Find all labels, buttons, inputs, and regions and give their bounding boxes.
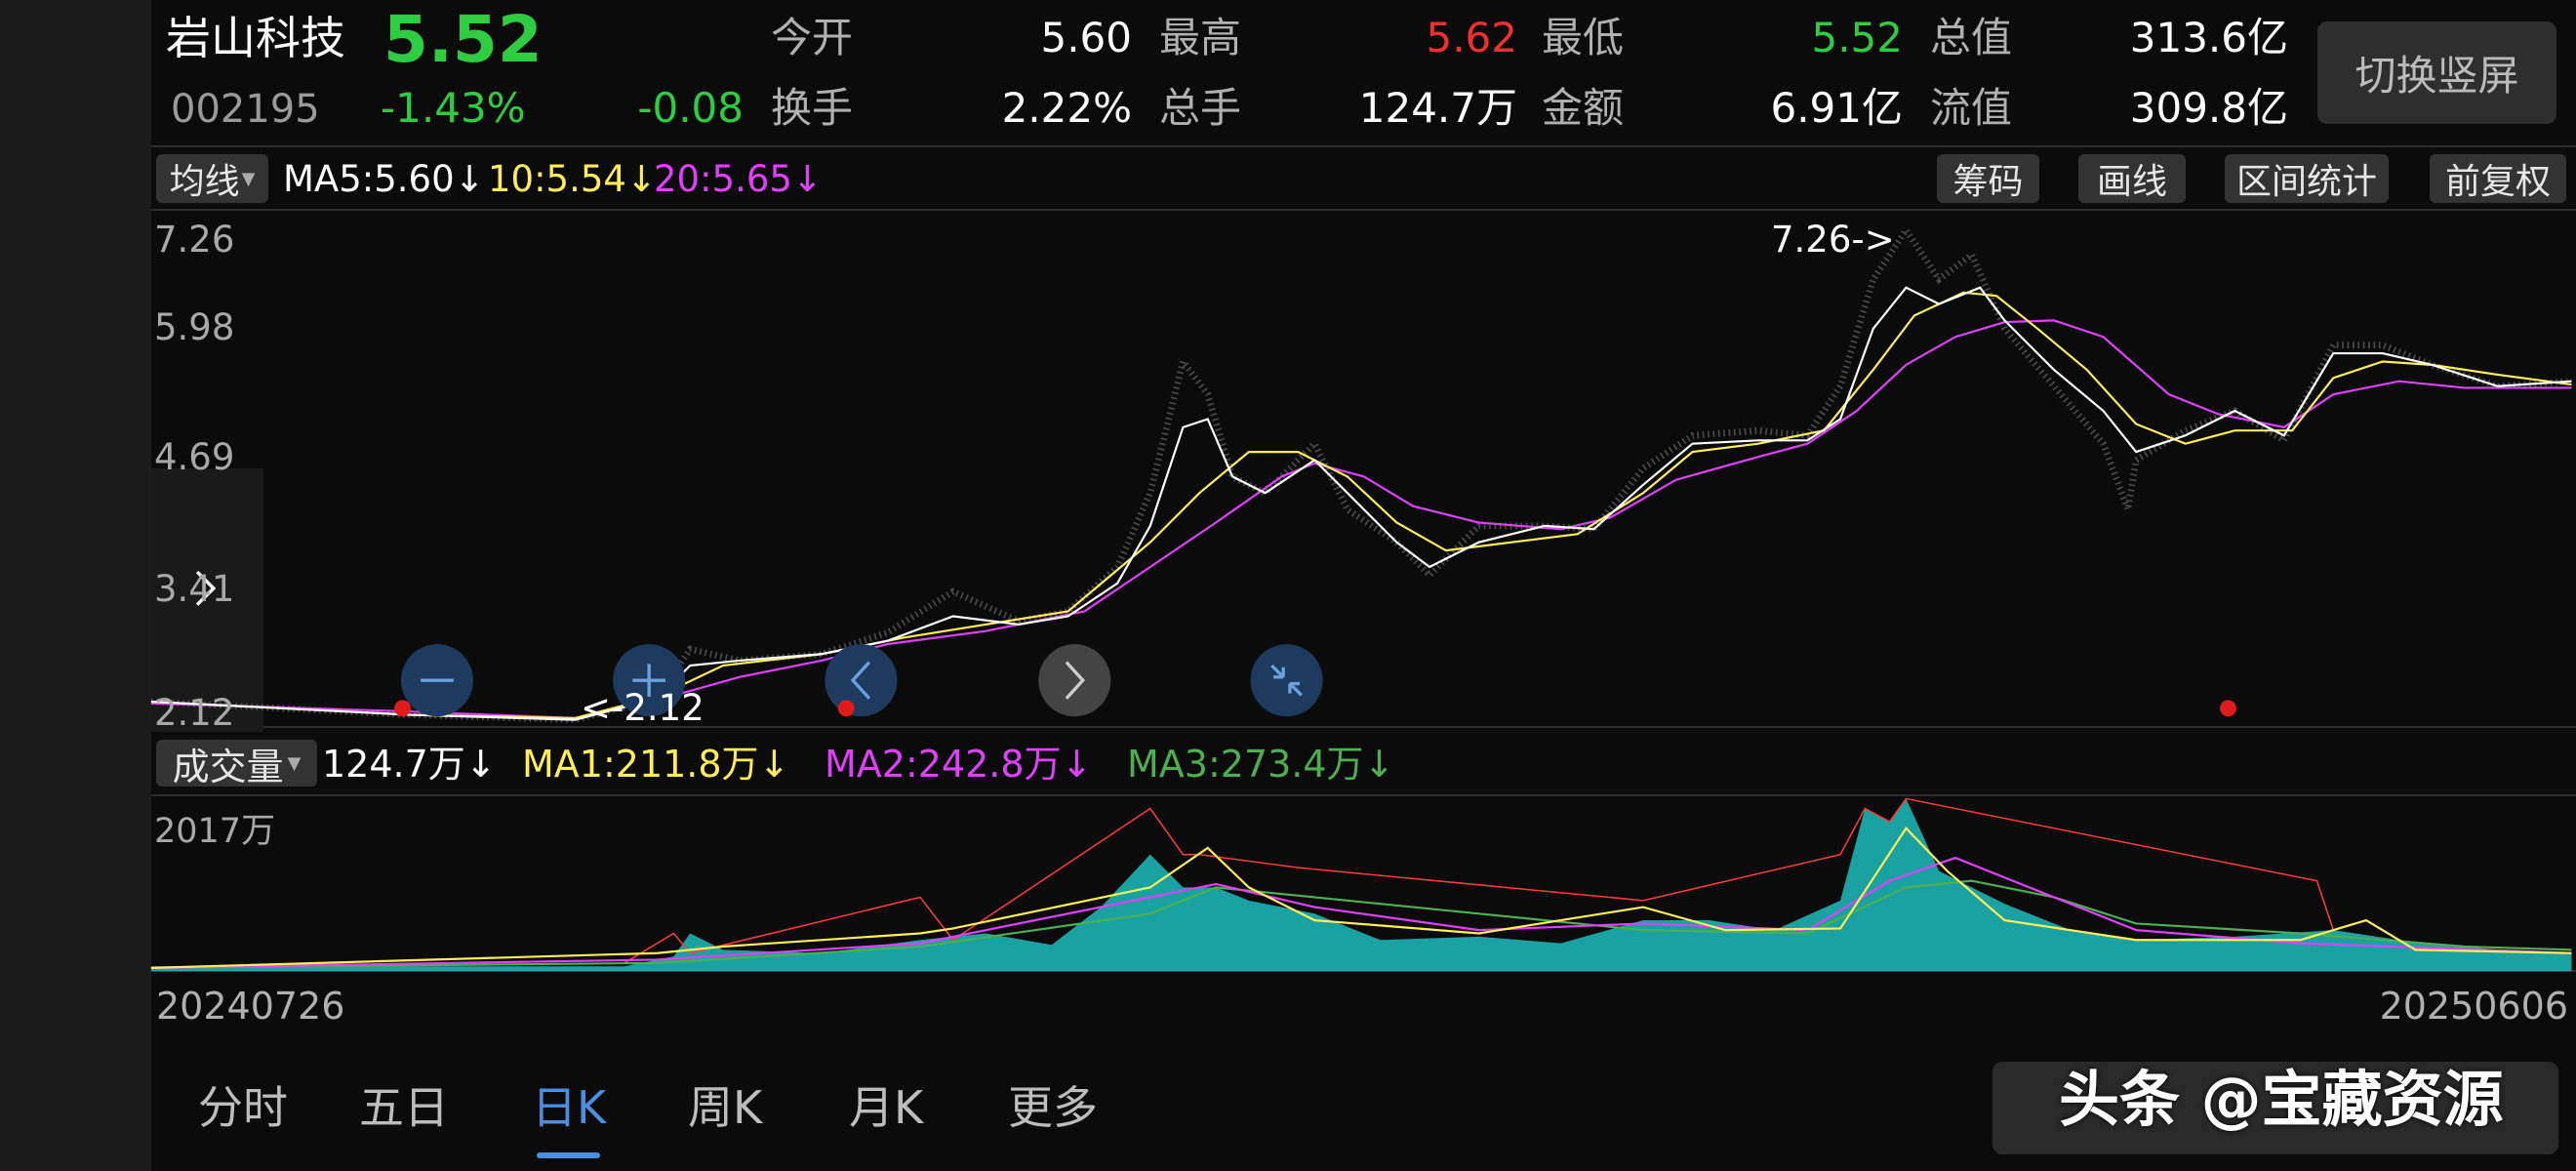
tab[interactable]: 更多 (1008, 1081, 1098, 1134)
stat-value: 2.22% (1001, 84, 1132, 132)
vol-ma2-legend: MA2:242.8万↓ (825, 743, 1093, 786)
price-axis-label: 4.69 (154, 436, 235, 478)
stat-label: 流值 (1930, 84, 2013, 132)
orientation-button[interactable]: 切换竖屏 (2317, 21, 2556, 124)
stat-label: 总手 (1159, 84, 1242, 132)
tab[interactable]: 分时 (198, 1081, 288, 1134)
icon (632, 664, 666, 698)
tool-button[interactable]: 筹码 (1937, 154, 2039, 203)
prev-button[interactable] (825, 644, 898, 717)
stock-code: 002195 (171, 87, 320, 132)
tab[interactable]: 月K (849, 1081, 924, 1134)
event-dot[interactable] (394, 700, 411, 717)
tool-button[interactable]: 画线 (2078, 154, 2186, 203)
volume-legend: 124.7万↓ (322, 743, 497, 786)
bottom-button[interactable] (1992, 1062, 2558, 1154)
tab-active[interactable]: 日K (532, 1081, 607, 1134)
stat-value: 5.60 (1040, 14, 1132, 61)
dropdown-icon: ▼ (287, 752, 302, 774)
stat-label: 换手 (771, 84, 854, 132)
vol-ma1-legend: MA1:211.8万↓ (522, 743, 790, 786)
stat-label: 最高 (1159, 14, 1242, 61)
low-annotation: <-2.12 (581, 687, 704, 729)
volume-area (150, 798, 2572, 972)
price-chart (150, 223, 2572, 972)
stat-value: 313.6亿 (2129, 14, 2288, 61)
stat-label: 总值 (1930, 14, 2013, 61)
vol-ma2 (150, 856, 2572, 969)
stat-value: 5.62 (1426, 14, 1517, 61)
ma-selector[interactable]: 均线 ▼ (156, 154, 268, 203)
stat-value: 5.52 (1811, 14, 1903, 61)
tab[interactable]: 周K (688, 1081, 763, 1134)
ma20-line (150, 319, 2572, 720)
event-dot[interactable] (2220, 700, 2236, 717)
ma10-line (150, 291, 2572, 720)
change-pct: -1.43% (381, 84, 526, 132)
stat-label: 金额 (1542, 84, 1625, 132)
icon (1065, 661, 1086, 700)
icon (850, 661, 871, 700)
vol-ma1 (150, 826, 2572, 969)
vol-ma3 (150, 879, 2572, 969)
dropdown-icon: ▼ (241, 168, 256, 189)
icon (1270, 664, 1303, 697)
separators (151, 145, 2576, 972)
tab-underline (537, 1152, 600, 1158)
collapse-button[interactable] (1250, 644, 1323, 717)
event-dot[interactable] (837, 700, 855, 717)
volume-axis-label: 2017万 (154, 812, 276, 851)
ma5-legend: MA5:5.60↓ (283, 158, 485, 200)
stat-value: 6.91亿 (1770, 84, 1903, 132)
left-strip (0, 0, 151, 1171)
price-axis-label: 2.12 (154, 692, 235, 734)
stock-name: 岩山科技 (166, 12, 345, 64)
price: 5.52 (383, 2, 543, 77)
end-date: 20250606 (2379, 985, 2568, 1028)
vol-ma3-legend: MA3:273.4万↓ (1127, 743, 1395, 786)
price-axis-label: 5.98 (154, 306, 235, 348)
change: -0.08 (637, 84, 744, 132)
stat-label: 今开 (771, 14, 854, 61)
expand-arrow[interactable] (195, 570, 217, 606)
tab[interactable]: 五日 (359, 1081, 449, 1134)
side-handle (151, 468, 263, 732)
ma20-legend: 20:5.65↓ (654, 158, 823, 200)
watermark: 头条 @宝藏资源 (2059, 1064, 2504, 1135)
volume-selector[interactable]: 成交量 ▼ (156, 740, 317, 788)
stat-label: 最低 (1542, 14, 1625, 61)
stat-value: 124.7万 (1358, 84, 1517, 132)
ma10-legend: 10:5.54↓ (488, 158, 657, 200)
high-annotation: 7.26-> (1771, 219, 1895, 261)
price-axis-label: 7.26 (154, 219, 235, 261)
ma-selector-text: 均线 (169, 162, 240, 202)
volume-red (624, 797, 2334, 964)
volume-selector-text: 成交量 (172, 745, 284, 788)
tool-button[interactable]: 区间统计 (2225, 154, 2389, 203)
next-button[interactable] (1038, 644, 1111, 717)
start-date: 20240726 (156, 985, 345, 1028)
tool-button[interactable]: 前复权 (2430, 154, 2566, 203)
stat-value: 309.8亿 (2129, 84, 2288, 132)
ma5-line (150, 286, 2572, 721)
price-axis-label: 3.41 (154, 568, 235, 610)
